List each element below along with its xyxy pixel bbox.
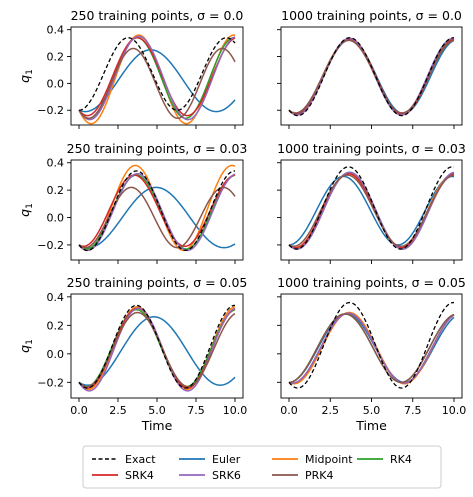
legend-label-rk4: RK4 xyxy=(390,453,412,466)
series-line-prk4 xyxy=(288,39,455,114)
x-tick-label: 0.0 xyxy=(70,404,88,417)
series-line-prk4 xyxy=(78,186,236,249)
x-tick-label: 7.5 xyxy=(187,404,205,417)
series-line-euler xyxy=(78,316,236,386)
x-tick-label: 10.0 xyxy=(223,404,248,417)
y-axis-label: q1 xyxy=(17,203,35,217)
y-tick-label: −0.2 xyxy=(37,376,64,389)
y-tick-label: 0.2 xyxy=(47,184,65,197)
axes-frame xyxy=(280,159,463,261)
series-line-prk4 xyxy=(78,47,236,120)
x-tick-label: 2.5 xyxy=(109,404,127,417)
series-line-srk6 xyxy=(78,35,236,121)
y-tick-label: 0.4 xyxy=(47,157,65,170)
y-tick-label: −0.2 xyxy=(37,239,64,252)
series-line-exact xyxy=(78,37,236,111)
x-tick-label: 10.0 xyxy=(442,404,467,417)
subplot: 250 training points, σ = 0.0 −0.2 0.0 0.2 0.… xyxy=(17,8,244,129)
x-tick-label: 0.0 xyxy=(280,404,298,417)
y-tick-label: −0.2 xyxy=(37,104,64,117)
series-line-srk6 xyxy=(78,172,236,252)
x-tick-label: 2.5 xyxy=(322,404,340,417)
y-axis-label: q1 xyxy=(17,339,35,353)
x-tick-label: 5.0 xyxy=(148,404,166,417)
y-tick-label: 0.0 xyxy=(47,348,65,361)
subplot-title: 1000 training points, σ = 0.0 xyxy=(281,8,462,23)
axes-frame xyxy=(70,26,244,126)
y-tick-label: 0.2 xyxy=(47,51,65,64)
legend-label-exact: Exact xyxy=(125,453,156,466)
subplot-title: 250 training points, σ = 0.0 xyxy=(71,8,244,23)
legend-box xyxy=(82,445,442,489)
series-line-prk4 xyxy=(288,313,455,384)
legend-label-euler: Euler xyxy=(212,453,241,466)
series-line-exact xyxy=(288,166,455,250)
y-tick-label: 0.4 xyxy=(47,291,65,304)
subplot-title: 1000 training points, σ = 0.05 xyxy=(277,275,466,290)
series-line-exact xyxy=(288,37,455,117)
subplot: 250 training points, σ = 0.03 −0.2 0.0 0.2 0… xyxy=(17,141,247,264)
series-line-euler xyxy=(78,186,236,249)
legend-label-srk6: SRK6 xyxy=(212,469,241,482)
series-line-srk6 xyxy=(288,312,455,384)
y-axis-label: q1 xyxy=(17,69,35,83)
series-line-exact xyxy=(78,170,236,252)
subplot-title: 250 training points, σ = 0.03 xyxy=(67,141,248,156)
series-line-srk4 xyxy=(78,36,236,117)
y-tick-label: 0.2 xyxy=(47,319,65,332)
subplot: 1000 training points, σ = 0.03 xyxy=(277,141,466,264)
subplot: 250 training points, σ = 0.05 −0.2 0.0 0.2 0… xyxy=(17,275,247,433)
x-axis-label: Time xyxy=(141,418,173,433)
legend: Exact Euler Midpoint RK4 SRK4 SRK6 PRK4 xyxy=(82,445,442,489)
legend-label-midpoint: Midpoint xyxy=(305,453,353,466)
y-tick-label: 0.0 xyxy=(47,77,65,90)
x-tick-label: 5.0 xyxy=(363,404,381,417)
legend-label-srk4: SRK4 xyxy=(125,469,154,482)
x-tick-label: 7.5 xyxy=(404,404,422,417)
subplot-title: 1000 training points, σ = 0.03 xyxy=(277,141,466,156)
legend-label-prk4: PRK4 xyxy=(305,469,334,482)
axes-frame xyxy=(280,26,463,126)
series-line-srk6 xyxy=(78,307,236,392)
series-line-prk4 xyxy=(288,174,455,248)
subplot: 1000 training points, σ = 0.05 0.0 2.5 5.0 7… xyxy=(277,275,466,433)
y-tick-label: 0.4 xyxy=(47,24,65,37)
subplot: 1000 training points, σ = 0.0 xyxy=(277,8,463,129)
series-line-exact xyxy=(78,304,236,389)
x-axis-label: Time xyxy=(355,418,387,433)
y-tick-label: 0.0 xyxy=(47,212,65,225)
subplot-title: 250 training points, σ = 0.05 xyxy=(67,275,248,290)
